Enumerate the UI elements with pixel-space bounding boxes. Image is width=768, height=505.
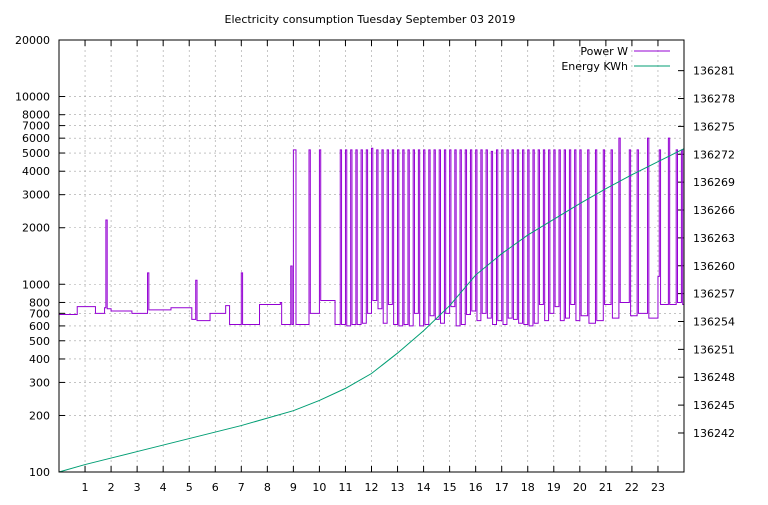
y-tick-label: 7000: [22, 120, 50, 133]
x-tick-label: 6: [212, 481, 219, 494]
x-tick-label: 23: [651, 481, 665, 494]
legend-label-power: Power W: [580, 45, 628, 58]
x-tick-label: 21: [599, 481, 613, 494]
y2-tick-label: 136263: [693, 232, 735, 245]
series-line-energy-kwh: [58, 148, 685, 473]
y2-tick-label: 136242: [693, 427, 735, 440]
y-tick-label: 1000: [22, 278, 50, 291]
x-tick-label: 8: [264, 481, 271, 494]
x-tick-label: 13: [391, 481, 405, 494]
y-tick-label: 20000: [15, 34, 50, 47]
y2-tick-label: 136278: [693, 93, 735, 106]
plot-frame: [58, 39, 685, 473]
x-tick-label: 2: [108, 481, 115, 494]
tick-layer: 1 2 3 4 5 6 7 8 9 10 11 12 13 14 15 16 17 18 19 20 21 22 23100…: [15, 34, 735, 494]
y-tick-label: 800: [29, 296, 50, 309]
y2-tick-label: 136257: [693, 288, 735, 301]
x-tick-label: 5: [186, 481, 193, 494]
y2-tick-label: 136266: [693, 204, 735, 217]
series-layer: [58, 137, 685, 473]
y-tick-label: 2000: [22, 222, 50, 235]
legend: Power W Energy KWh: [561, 45, 670, 73]
x-tick-label: 22: [625, 481, 639, 494]
y-tick-label: 700: [29, 307, 50, 320]
x-tick-label: 11: [338, 481, 352, 494]
y2-tick-label: 136251: [693, 343, 735, 356]
y-tick-label: 8000: [22, 109, 50, 122]
x-tick-label: 1: [82, 481, 89, 494]
y-tick-label: 6000: [22, 132, 50, 145]
x-tick-label: 7: [238, 481, 245, 494]
y-tick-label: 10000: [15, 91, 50, 104]
x-tick-label: 20: [573, 481, 587, 494]
y2-tick-label: 136272: [693, 148, 735, 161]
x-tick-label: 14: [417, 481, 431, 494]
x-tick-label: 10: [312, 481, 326, 494]
y-tick-label: 400: [29, 353, 50, 366]
x-tick-label: 9: [290, 481, 297, 494]
y-tick-label: 600: [29, 320, 50, 333]
y-tick-label: 300: [29, 376, 50, 389]
y-tick-label: 3000: [22, 189, 50, 202]
x-tick-label: 19: [547, 481, 561, 494]
y-tick-label: 500: [29, 335, 50, 348]
x-tick-label: 18: [521, 481, 535, 494]
y2-tick-label: 136248: [693, 371, 735, 384]
x-tick-label: 4: [160, 481, 167, 494]
x-tick-label: 17: [495, 481, 509, 494]
y2-tick-label: 136245: [693, 399, 735, 412]
y2-tick-label: 136275: [693, 120, 735, 133]
y-tick-label: 100: [29, 466, 50, 479]
y-tick-label: 4000: [22, 165, 50, 178]
x-tick-label: 16: [469, 481, 483, 494]
y2-tick-label: 136260: [693, 260, 735, 273]
x-tick-label: 15: [443, 481, 457, 494]
chart-title: Electricity consumption Tuesday Septembe…: [225, 13, 516, 26]
x-tick-label: 12: [365, 481, 379, 494]
y2-tick-label: 136281: [693, 65, 735, 78]
legend-label-energy: Energy KWh: [561, 60, 628, 73]
series-line-power-w: [59, 137, 684, 327]
y-tick-label: 200: [29, 409, 50, 422]
y2-tick-label: 136269: [693, 176, 735, 189]
y-tick-label: 5000: [22, 147, 50, 160]
y2-tick-label: 136254: [693, 315, 735, 328]
x-tick-label: 3: [134, 481, 141, 494]
